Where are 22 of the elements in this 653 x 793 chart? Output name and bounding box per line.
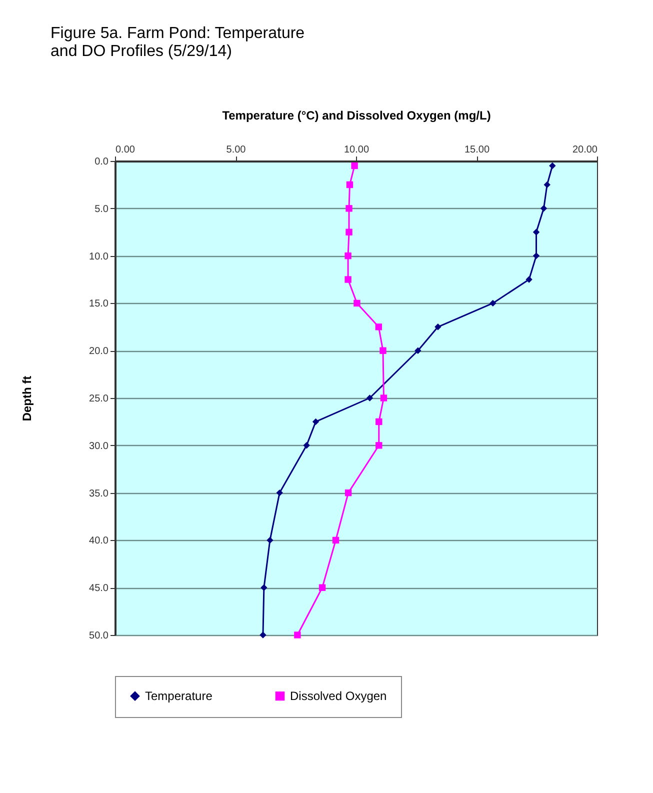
legend-label: Temperature	[145, 689, 213, 704]
x-tick-label: 0.00	[116, 144, 136, 156]
y-tick-label: 0.0	[94, 156, 109, 168]
x-tick-label: 20.00	[572, 144, 598, 156]
text: Figure 5a. Farm Pond: Temperature	[50, 25, 305, 42]
y-tick-label: 45.0	[89, 583, 109, 594]
x-axis-title: Temperature (°C) and Dissolved Oxygen (mg/L)	[222, 108, 491, 122]
x-tick-label: 15.00	[464, 144, 490, 156]
x-tick-label: 5.00	[226, 144, 246, 156]
y-tick-label: 5.0	[94, 204, 109, 215]
y-tick-label: 35.0	[89, 488, 109, 500]
x-tick-label: 10.00	[344, 144, 370, 156]
y-tick-label: 20.0	[89, 346, 109, 358]
y-tick-label: 10.0	[89, 251, 109, 262]
y-axis-title: Depth ft	[20, 376, 34, 422]
text: and DO Profiles (5/29/14)	[50, 43, 232, 60]
legend-label: Dissolved Oxygen	[290, 689, 387, 704]
y-tick-label: 25.0	[89, 394, 109, 404]
y-tick-label: 50.0	[89, 630, 109, 642]
y-tick-label: 40.0	[89, 536, 109, 547]
y-tick-label: 30.0	[89, 440, 109, 452]
y-tick-label: 15.0	[89, 298, 109, 310]
